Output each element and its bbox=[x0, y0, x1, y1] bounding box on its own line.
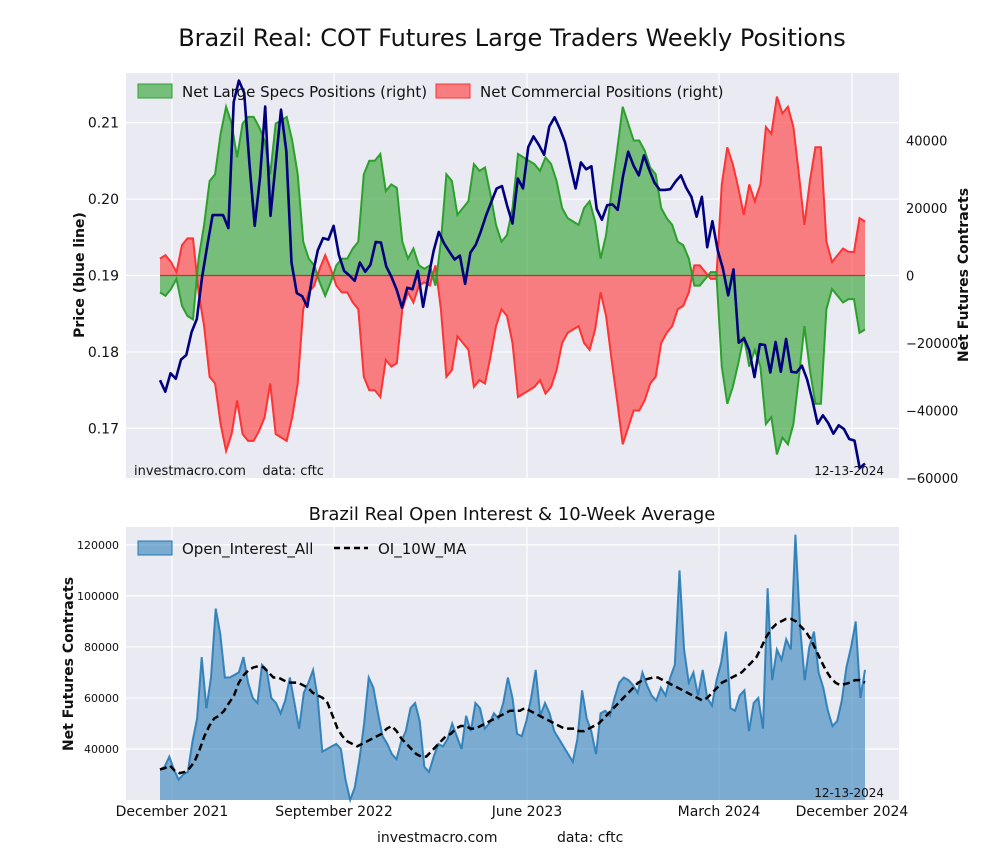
top-left-axis-label: Price (blue line) bbox=[72, 212, 88, 338]
top-right-tick-label: 0 bbox=[906, 270, 914, 285]
top-right-tick-label: −60000 bbox=[906, 472, 958, 487]
top-right-ticks: −60000 −40000 −20000 0 20000 40000 bbox=[906, 135, 958, 488]
legend-label-commercial: Net Commercial Positions (right) bbox=[480, 83, 724, 101]
top-price-line bbox=[158, 79, 866, 470]
top-left-tick-label: 0.19 bbox=[88, 269, 119, 285]
bottom-tick-label: 80000 bbox=[84, 641, 119, 654]
top-panel: 0.17 0.18 0.19 0.20 0.21 −60000 −40000 −20000 0… bbox=[72, 73, 972, 487]
top-left-ticks: 0.17 0.18 0.19 0.20 0.21 bbox=[88, 116, 119, 438]
bottom-tick-label: 100000 bbox=[77, 590, 119, 603]
top-date-stamp: 12-13-2024 bbox=[814, 464, 884, 478]
x-tick-label: December 2021 bbox=[116, 804, 229, 820]
bottom-title: Brazil Real Open Interest & 10-Week Aver… bbox=[309, 504, 716, 525]
top-right-tick-label: −40000 bbox=[906, 405, 958, 420]
bottom-area bbox=[159, 534, 866, 804]
top-legend: Net Large Specs Positions (right) Net Co… bbox=[137, 83, 724, 101]
top-left-tick-label: 0.18 bbox=[88, 345, 119, 361]
top-left-tick-label: 0.21 bbox=[88, 116, 119, 132]
bottom-axis-label: Net Futures Contracts bbox=[61, 577, 77, 751]
open-interest-area bbox=[160, 534, 865, 800]
legend-swatch-specs bbox=[137, 83, 173, 99]
x-tick-label: December 2024 bbox=[796, 804, 909, 820]
legend-label-specs: Net Large Specs Positions (right) bbox=[182, 83, 427, 101]
x-tick-label: June 2023 bbox=[491, 804, 563, 820]
top-right-axis-label: Net Futures Contracts bbox=[956, 188, 972, 362]
top-right-tick-label: 40000 bbox=[906, 135, 947, 150]
commercial-line bbox=[159, 96, 866, 455]
x-tick-label: March 2024 bbox=[678, 804, 761, 820]
x-tick-label: September 2022 bbox=[275, 804, 392, 820]
legend-swatch-oi bbox=[137, 540, 173, 556]
ma-line bbox=[159, 617, 866, 775]
legend-label-oi: Open_Interest_All bbox=[182, 540, 313, 559]
bottom-ma-line bbox=[159, 617, 866, 775]
bottom-legend: Open_Interest_All OI_10W_MA bbox=[137, 540, 467, 559]
legend-swatch-commercial bbox=[435, 83, 471, 99]
footer-site: investmacro.com bbox=[377, 830, 497, 846]
open-interest-line bbox=[159, 534, 866, 804]
bottom-panel: Brazil Real Open Interest & 10-Week Aver… bbox=[61, 504, 908, 820]
top-right-tick-label: 20000 bbox=[906, 202, 947, 217]
specs-line bbox=[159, 102, 866, 455]
bottom-y-ticks: 40000 60000 80000 100000 120000 bbox=[77, 539, 119, 756]
bottom-tick-label: 60000 bbox=[84, 692, 119, 705]
legend-label-ma: OI_10W_MA bbox=[378, 540, 467, 559]
price-line bbox=[158, 79, 866, 470]
bottom-tick-label: 120000 bbox=[77, 539, 119, 552]
x-ticks: December 2021 September 2022 June 2023 Marc… bbox=[116, 804, 909, 820]
bottom-tick-label: 40000 bbox=[84, 743, 119, 756]
bottom-date-stamp: 12-13-2024 bbox=[814, 786, 884, 800]
footer-source: data: cftc bbox=[557, 830, 623, 846]
top-right-tick-label: −20000 bbox=[906, 337, 958, 352]
top-left-tick-label: 0.17 bbox=[88, 421, 119, 437]
chart-title: Brazil Real: COT Futures Large Traders W… bbox=[178, 24, 846, 52]
top-watermark: investmacro.com data: cftc bbox=[134, 464, 324, 479]
top-left-tick-label: 0.20 bbox=[88, 192, 119, 208]
